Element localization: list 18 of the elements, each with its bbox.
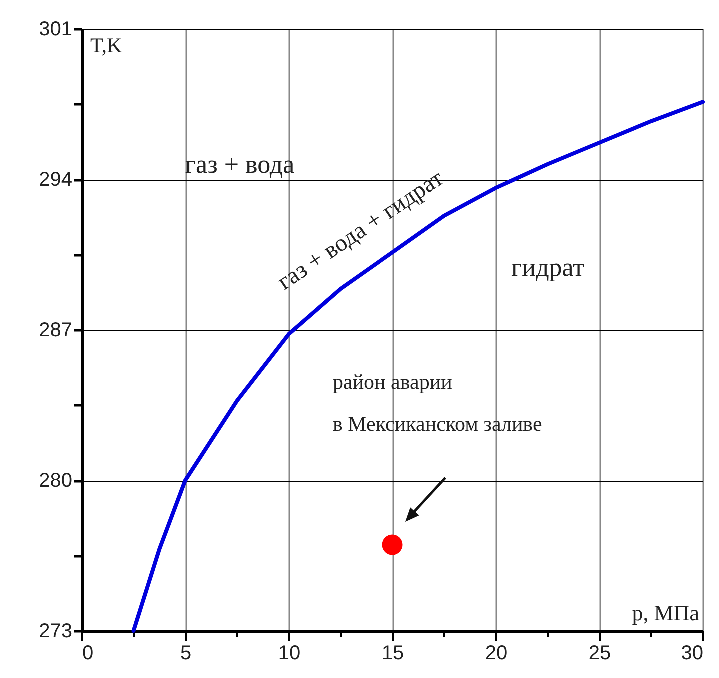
annotation: газ + вода <box>185 150 296 179</box>
y-axis-title: T,K <box>90 34 122 58</box>
x-tick-label: 20 <box>485 642 508 664</box>
y-tick-label: 287 <box>39 320 72 342</box>
x-tick-label: 25 <box>588 642 612 664</box>
x-tick-label: 0 <box>82 642 94 664</box>
x-axis-title: p, МПа <box>632 600 700 626</box>
y-tick-label: 280 <box>39 470 72 492</box>
annotation: район аварии в Мексиканском заливе <box>333 370 542 436</box>
x-tick-label: 5 <box>180 642 192 664</box>
annotation: гидрат <box>511 253 585 282</box>
y-tick-label: 294 <box>39 169 72 191</box>
y-tick-label: 273 <box>39 620 72 642</box>
x-tick-label: 10 <box>278 642 301 664</box>
y-tick-label: 301 <box>39 18 72 40</box>
x-tick-label: 30 <box>681 642 704 664</box>
x-tick-label: 15 <box>382 642 404 664</box>
line-series <box>132 100 705 633</box>
